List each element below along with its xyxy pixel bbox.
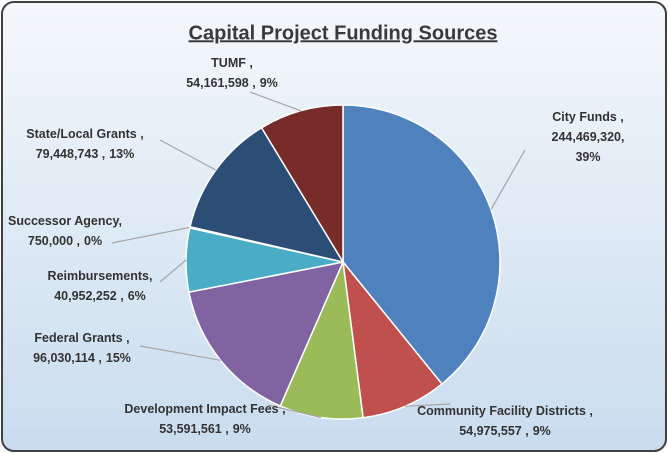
percent-label: 9% (233, 422, 251, 436)
value-label: 53,591,561 , (159, 422, 229, 436)
data-label: Successor Agency, (8, 214, 122, 228)
category-label: Community Facility Districts , (417, 404, 593, 418)
data-label: TUMF , (211, 56, 253, 70)
leader-line (267, 404, 322, 419)
pie-slice (260, 104, 344, 265)
value-label: 750,000 , (28, 234, 80, 248)
data-label: State/Local Grants , (26, 127, 143, 141)
data-label: City Funds , (552, 110, 624, 124)
category-label: Reimbursements, (48, 269, 153, 283)
percent-label: 39% (575, 150, 600, 164)
data-label: 39% (575, 150, 600, 164)
category-label: Federal Grants , (34, 331, 129, 345)
category-label: Successor Agency, (8, 214, 122, 228)
percent-label: 9% (260, 76, 278, 90)
leader-line (111, 226, 190, 244)
percent-label: 15% (106, 351, 131, 365)
category-label: TUMF , (211, 56, 253, 70)
pie-slice (188, 260, 345, 407)
value-label: 54,975,557 , (459, 424, 529, 438)
value-label: 244,469,320, (552, 130, 625, 144)
data-label: 40,952,252 , 6% (54, 289, 146, 303)
leader-line (139, 345, 221, 361)
data-label: 750,000 , 0% (28, 234, 102, 248)
value-label: 40,952,252 , (54, 289, 124, 303)
percent-label: 9% (533, 424, 551, 438)
category-label: Development Impact Fees , (124, 402, 285, 416)
data-label: 79,448,743 , 13% (36, 147, 135, 161)
pie-slice (189, 126, 345, 264)
data-label: 54,161,598 , 9% (186, 76, 278, 90)
leader-line (159, 259, 187, 283)
leader-line (490, 149, 526, 210)
data-label: 244,469,320, (552, 130, 625, 144)
data-label: 53,591,561 , 9% (159, 422, 251, 436)
value-label: 96,030,114 , (33, 351, 102, 365)
data-label: 96,030,114 , 15% (33, 351, 131, 365)
pie-slice (341, 259, 443, 419)
data-label: Community Facility Districts , (417, 404, 593, 418)
data-label: Development Impact Fees , (124, 402, 285, 416)
category-label: City Funds , (552, 110, 624, 124)
leader-line (159, 139, 217, 171)
chart-title: Capital Project Funding Sources (189, 22, 498, 44)
leader-line (249, 91, 301, 112)
data-label: 54,975,557 , 9% (459, 424, 551, 438)
value-label: 79,448,743 , (36, 147, 106, 161)
value-label: 54,161,598 , (186, 76, 256, 90)
percent-label: 6% (128, 289, 146, 303)
percent-label: 13% (109, 147, 134, 161)
data-label: Federal Grants , (34, 331, 129, 345)
pie-slice (342, 104, 501, 385)
data-label: Reimbursements, (48, 269, 153, 283)
leader-line (404, 403, 451, 407)
percent-label: 0% (84, 234, 102, 248)
category-label: State/Local Grants , (26, 127, 143, 141)
